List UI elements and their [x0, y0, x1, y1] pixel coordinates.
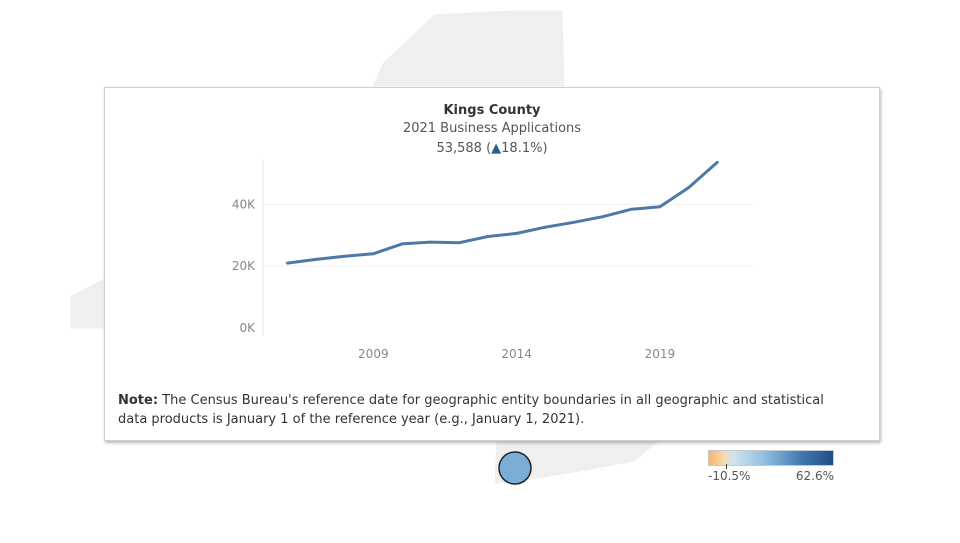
legend-tick: [726, 464, 727, 469]
county-tooltip: Kings County 2021 Business Applications …: [104, 87, 880, 441]
legend-gradient-bar: [708, 450, 834, 466]
county-marker[interactable]: [498, 451, 532, 485]
note-label: Note:: [118, 393, 159, 408]
y-tick-label: 20K: [232, 259, 256, 273]
tooltip-title: Kings County: [443, 103, 541, 118]
x-tick-label: 2014: [501, 347, 532, 361]
map-region-south: [493, 440, 662, 485]
legend-max-label: 62.6%: [795, 469, 834, 483]
color-legend: -10.5% 62.6%: [708, 450, 834, 483]
note-text: Note: The Census Bureau's reference date…: [118, 391, 848, 429]
up-arrow-icon: ▲: [491, 141, 502, 156]
tooltip-value-line: 53,588 (▲18.1%): [436, 141, 548, 156]
x-tick-label: 2009: [358, 347, 389, 361]
y-tick-label: 0K: [239, 321, 256, 335]
legend-min-label: -10.5%: [708, 469, 751, 483]
map-region-west: [69, 277, 105, 330]
note-body: The Census Bureau's reference date for g…: [118, 393, 824, 427]
series-line: [285, 160, 719, 265]
tooltip-value: 53,588: [436, 141, 482, 156]
x-tick-label: 2019: [645, 347, 676, 361]
trend-line-chart: 0K 20K 40K 2009 2014 2019: [232, 159, 753, 361]
map-region-north: [371, 9, 566, 88]
tooltip-subtitle: 2021 Business Applications: [402, 121, 582, 136]
tooltip-change: 18.1%: [501, 141, 543, 156]
y-tick-label: 40K: [232, 197, 256, 211]
